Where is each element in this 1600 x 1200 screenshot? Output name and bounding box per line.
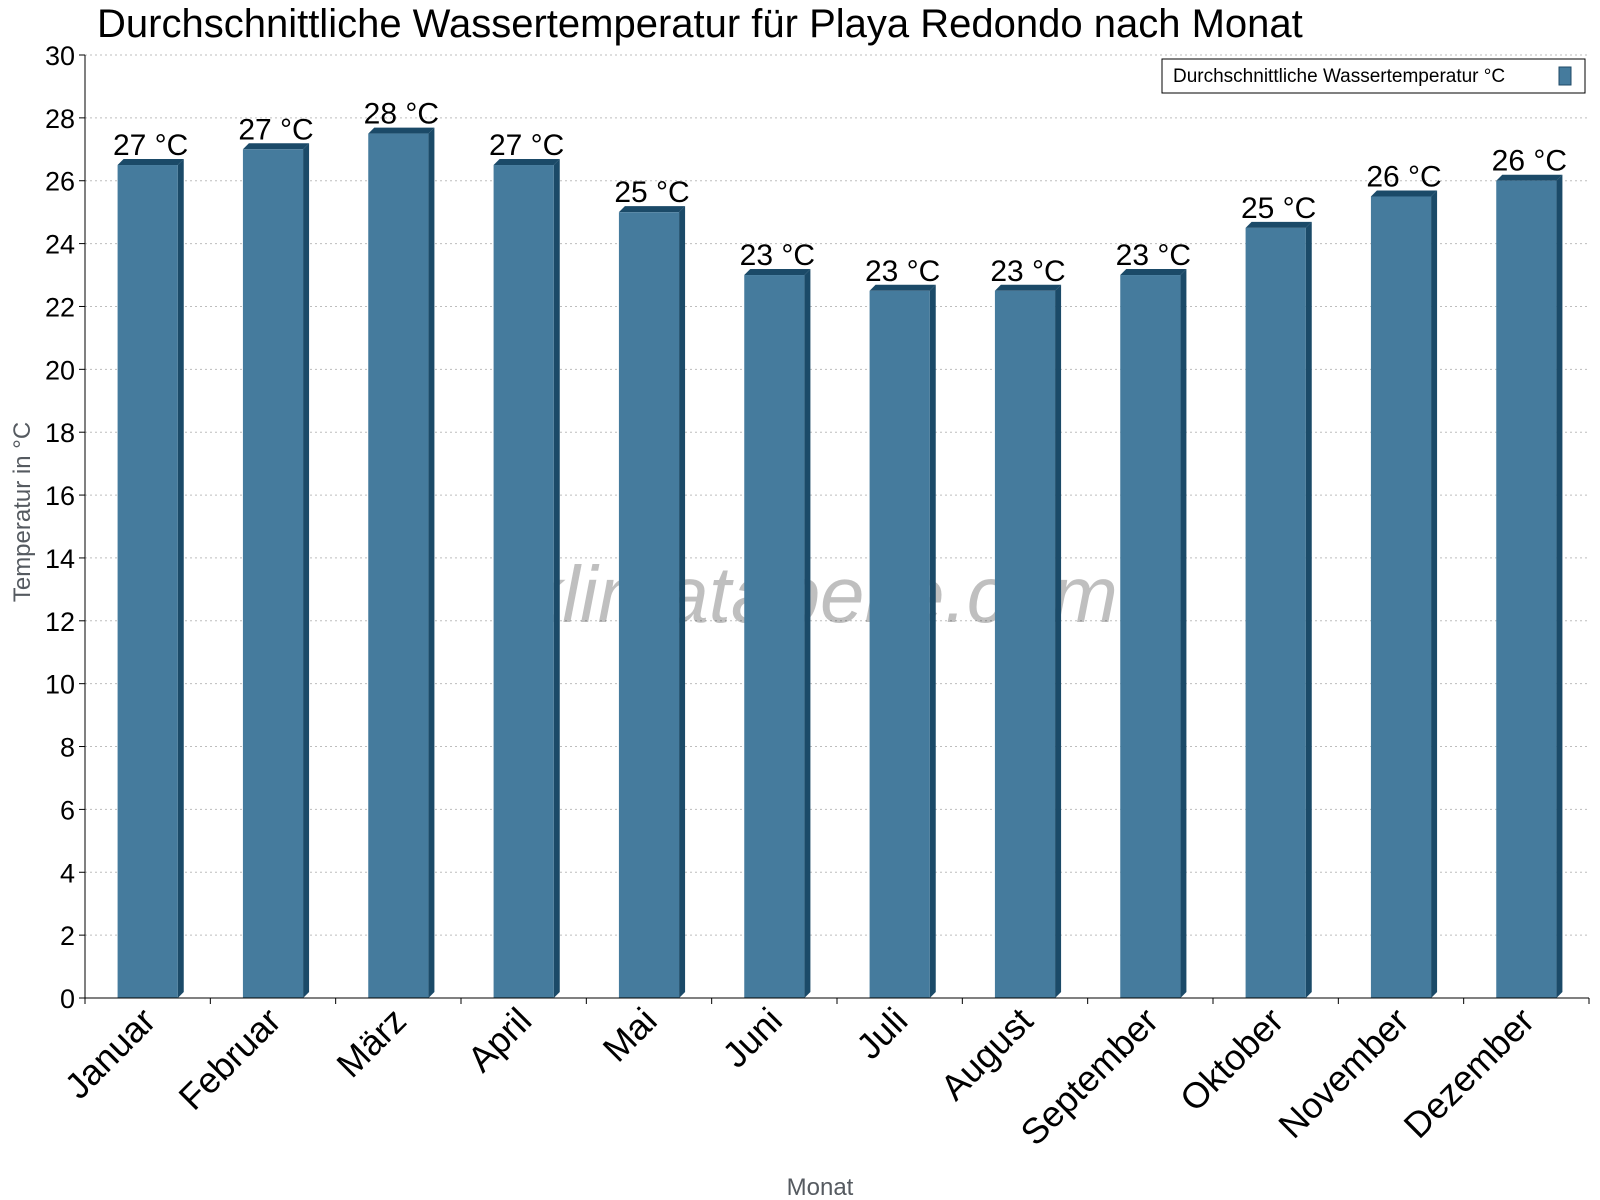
- bar-side: [1055, 284, 1062, 998]
- bar-face: [368, 133, 429, 999]
- y-tick-label: 4: [60, 858, 75, 888]
- y-tick-label: 10: [45, 670, 75, 700]
- y-tick-label: 28: [45, 104, 75, 134]
- data-label: 25 °C: [1241, 192, 1316, 225]
- y-tick-label: 14: [45, 544, 75, 574]
- bar-7: 23 °C: [865, 255, 940, 998]
- legend: Durchschnittliche Wassertemperatur °C: [1161, 58, 1586, 94]
- bar-top: [869, 284, 936, 291]
- data-label: 27 °C: [489, 129, 564, 162]
- bar-side: [1556, 174, 1563, 998]
- bar-side: [428, 127, 435, 999]
- bar-face: [1496, 180, 1557, 998]
- data-label: 26 °C: [1492, 145, 1567, 178]
- bar-top: [618, 206, 686, 213]
- bar-side: [177, 159, 184, 998]
- y-tick-label: 22: [45, 292, 75, 322]
- bar-face: [994, 290, 1056, 998]
- bar-side: [303, 143, 310, 999]
- bar-face: [618, 212, 680, 998]
- data-label: 23 °C: [740, 239, 815, 272]
- bar-5: 25 °C: [614, 176, 690, 998]
- y-tick-label: 26: [45, 167, 75, 197]
- bar-side: [553, 159, 560, 998]
- bar-side: [1431, 190, 1438, 998]
- bar-top: [1496, 174, 1563, 181]
- bar-side: [929, 284, 936, 998]
- bar-face: [1120, 275, 1181, 998]
- bar-side: [1305, 221, 1312, 999]
- x-tick-label: September: [1012, 1000, 1166, 1154]
- y-tick-label: 30: [45, 41, 75, 71]
- x-axis-title: Monat: [787, 1174, 854, 1200]
- bar-face: [493, 165, 554, 998]
- bar-face: [1370, 196, 1432, 998]
- bar-side: [1180, 269, 1187, 998]
- x-tick-label: Mai: [595, 1000, 665, 1070]
- bar-10: 25 °C: [1241, 192, 1316, 999]
- grid-lines: [85, 54, 1589, 936]
- x-tick-label: November: [1270, 1000, 1416, 1146]
- bar-top: [242, 143, 310, 150]
- bar-side: [804, 269, 811, 998]
- bar-8: 23 °C: [990, 255, 1066, 998]
- bar-1: 27 °C: [113, 129, 188, 998]
- bar-top: [1120, 269, 1187, 276]
- bar-3: 28 °C: [364, 98, 439, 999]
- bar-face: [117, 165, 178, 998]
- bar-face: [242, 149, 304, 999]
- bar-face: [744, 275, 805, 998]
- x-tick-label: März: [328, 1000, 414, 1086]
- y-tick-label: 20: [45, 355, 75, 385]
- bar-top: [1245, 221, 1312, 228]
- y-tick-label: 6: [60, 795, 75, 825]
- bar-top: [493, 159, 560, 166]
- bar-face: [869, 290, 930, 998]
- y-tick-label: 0: [60, 984, 75, 1014]
- data-label: 27 °C: [113, 129, 188, 162]
- bar-top: [994, 284, 1062, 291]
- bar-11: 26 °C: [1366, 160, 1442, 998]
- y-tick-label: 16: [45, 481, 75, 511]
- bar-top: [744, 269, 811, 276]
- x-tick-label: Januar: [56, 1000, 163, 1107]
- bar-2: 27 °C: [238, 113, 314, 999]
- bar-12: 26 °C: [1492, 145, 1567, 998]
- x-tick-label: April: [459, 1000, 539, 1080]
- bar-top: [1370, 190, 1438, 197]
- data-label: 27 °C: [238, 113, 313, 146]
- data-label: 28 °C: [364, 98, 439, 131]
- bar-side: [679, 206, 686, 998]
- data-label: 23 °C: [1116, 239, 1191, 272]
- bar-9: 23 °C: [1116, 239, 1191, 998]
- x-tick-label: Februar: [171, 1000, 289, 1118]
- bar-top: [368, 127, 435, 134]
- x-tick-label: Oktober: [1172, 1000, 1292, 1120]
- data-label: 26 °C: [1366, 160, 1441, 193]
- legend-box: [1161, 58, 1586, 94]
- y-tick-label: 24: [45, 230, 75, 260]
- legend-label: Durchschnittliche Wassertemperatur °C: [1173, 66, 1505, 87]
- x-tick-label: Juni: [714, 1000, 790, 1076]
- y-tick-label: 2: [60, 921, 75, 951]
- y-axis-title: Temperatur in °C: [9, 422, 36, 602]
- data-label: 23 °C: [865, 255, 940, 288]
- y-tick-label: 18: [45, 418, 75, 448]
- bar-4: 27 °C: [489, 129, 564, 998]
- data-label: 25 °C: [614, 176, 689, 209]
- bar-top: [117, 159, 184, 166]
- legend-swatch: [1558, 66, 1572, 86]
- data-label: 23 °C: [990, 255, 1065, 288]
- x-tick-label: August: [932, 1000, 1040, 1108]
- bar-6: 23 °C: [740, 239, 815, 998]
- y-tick-label: 8: [60, 733, 75, 763]
- x-tick-label: Dezember: [1396, 1000, 1542, 1146]
- chart-title: Durchschnittliche Wassertemperatur für P…: [97, 2, 1303, 46]
- bars-group: 27 °C 27 °C 28 °C 27 °C 25 °C 23 °C 23 °C 23 °C…: [113, 98, 1567, 999]
- x-tick-label: Juli: [848, 1000, 915, 1067]
- bar-face: [1245, 227, 1306, 999]
- y-tick-label: 12: [45, 607, 75, 637]
